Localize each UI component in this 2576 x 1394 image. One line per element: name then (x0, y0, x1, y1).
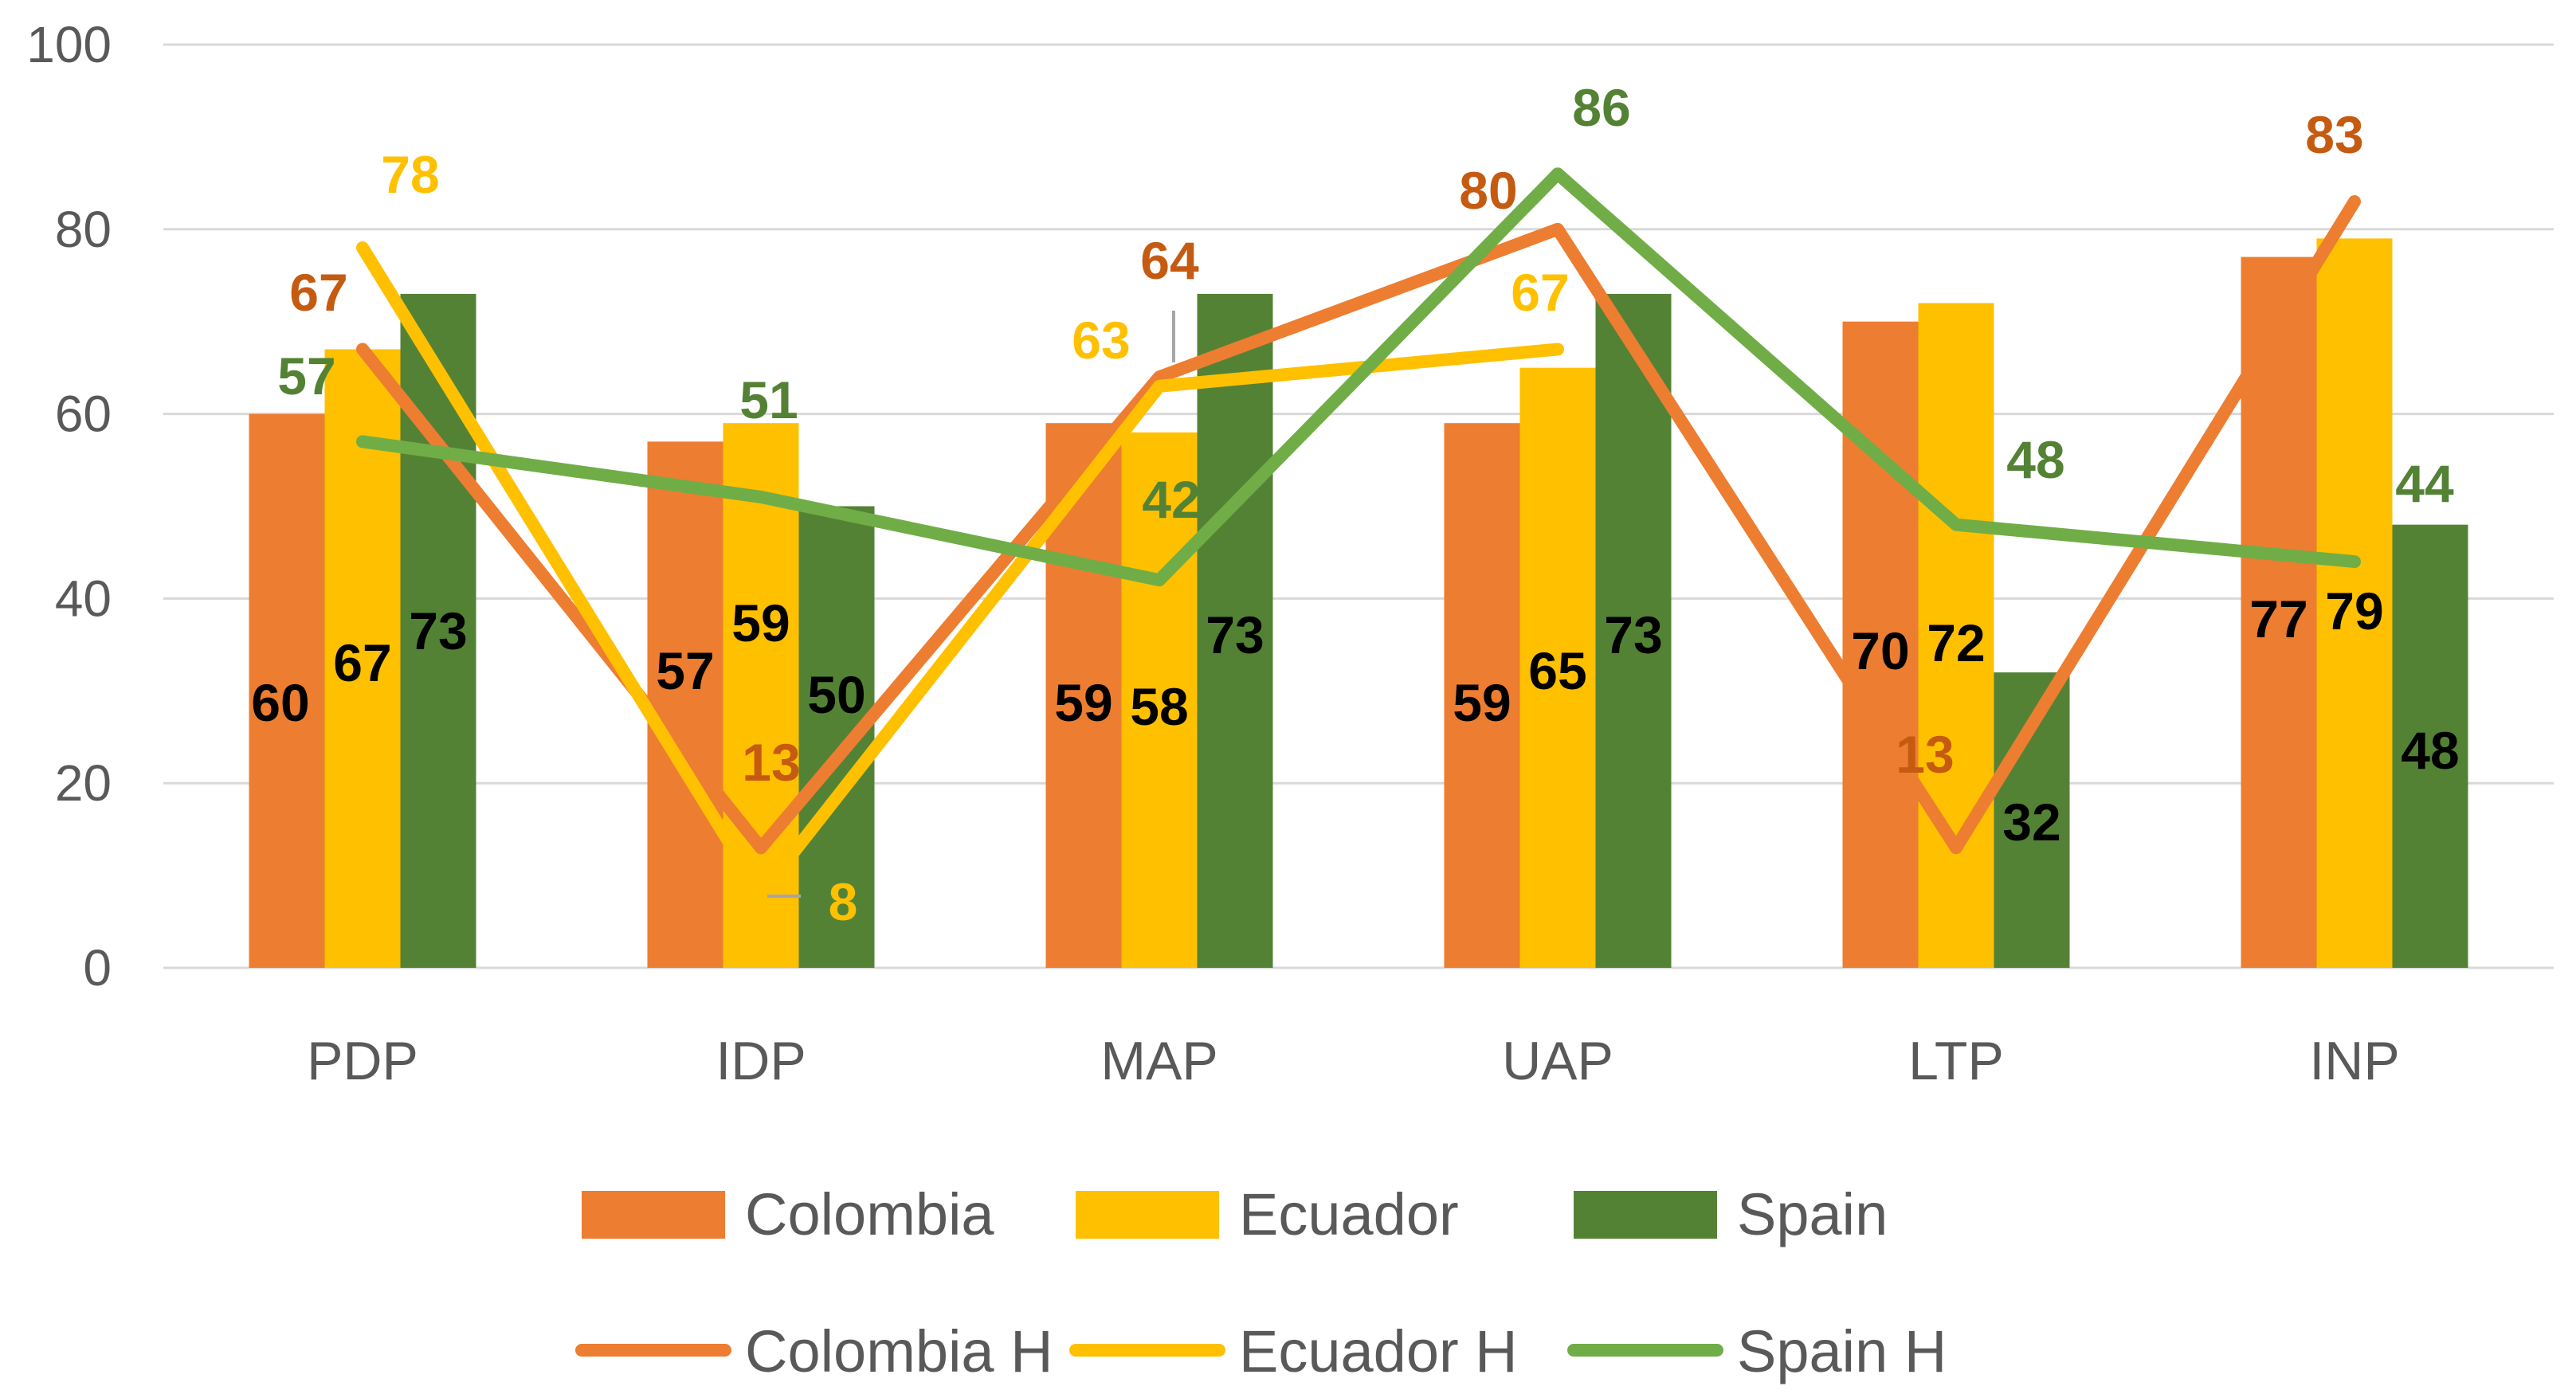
y-tick-label-100: 100 (26, 16, 112, 73)
x-category-label-pdp: PDP (307, 1031, 418, 1091)
label-ecuador-idp: 59 (731, 593, 790, 652)
label-ecuador-h-uap: 67 (1511, 263, 1569, 322)
label-colombia-inp: 77 (2249, 589, 2307, 648)
label-colombia-uap: 59 (1453, 673, 1511, 732)
line-ecuador-h (356, 241, 1564, 901)
label-colombia-map: 59 (1054, 673, 1112, 732)
bar-ecuador-map (1121, 432, 1198, 968)
bars (249, 238, 2468, 969)
legend-label-colombia: Colombia (745, 1181, 994, 1247)
x-category-label-ltp: LTP (1908, 1031, 2004, 1091)
bar-colombia-uap (1444, 423, 1520, 968)
legend-label-spain: Spain (1737, 1181, 1888, 1247)
label-ecuador-h-pdp: 78 (381, 145, 439, 204)
label-colombia-ltp: 70 (1851, 621, 1909, 680)
bar-ecuador-idp (723, 423, 799, 968)
label-ecuador-h-idp: 8 (829, 872, 858, 931)
label-colombia-pdp: 60 (251, 673, 309, 732)
line-spain-h (356, 167, 2361, 587)
bar-ecuador-ltp (1918, 303, 1994, 968)
legend-label-colombia-h: Colombia H (745, 1318, 1053, 1384)
label-spain-h-idp: 51 (739, 370, 798, 429)
bar-ecuador-inp (2316, 238, 2393, 968)
legend-label-ecuador-h: Ecuador H (1239, 1318, 1518, 1384)
label-spain-idp: 50 (807, 665, 865, 724)
label-spain-h-ltp: 48 (2006, 430, 2064, 489)
label-ecuador-map: 58 (1130, 677, 1188, 736)
bar-spain-uap (1595, 293, 1672, 968)
y-axis-ticks: 0 20 40 60 80 100 (26, 16, 112, 997)
label-spain-h-map: 42 (1142, 470, 1200, 529)
label-colombia-h-uap: 80 (1459, 161, 1517, 220)
label-ecuador-pdp: 67 (333, 633, 391, 692)
legend-swatch-ecuador (1076, 1191, 1219, 1239)
y-tick-label-0: 0 (83, 939, 112, 997)
label-spain-h-pdp: 57 (277, 347, 335, 405)
label-colombia-h-pdp: 67 (289, 263, 347, 322)
bar-spain-inp (2392, 524, 2468, 968)
data-labels: 60 57 59 59 70 77 67 59 58 65 72 79 73 50 73 73 32 48 67 13… (251, 78, 2459, 931)
label-colombia-h-map: 64 (1140, 231, 1199, 290)
line-colombia-h (356, 195, 2361, 855)
label-ecuador-ltp: 72 (1927, 613, 1985, 672)
bar-ecuador-uap (1519, 367, 1596, 968)
label-ecuador-inp: 79 (2325, 581, 2383, 640)
legend: Colombia Ecuador Spain Colombia H Ecuador H S… (575, 1181, 1947, 1384)
legend-swatch-colombia (582, 1191, 725, 1239)
bar-colombia-pdp (249, 413, 325, 968)
label-colombia-h-ltp: 13 (1896, 725, 1954, 784)
x-category-label-uap: UAP (1502, 1031, 1613, 1091)
label-spain-h-inp: 44 (2395, 454, 2454, 513)
label-colombia-h-inp: 83 (2305, 105, 2363, 164)
label-spain-ltp: 32 (2002, 793, 2060, 852)
label-colombia-idp: 57 (656, 641, 714, 700)
y-tick-label-80: 80 (55, 201, 112, 258)
legend-label-spain-h: Spain H (1737, 1318, 1947, 1384)
label-spain-pdp: 73 (409, 601, 467, 660)
label-spain-map: 73 (1206, 605, 1264, 664)
x-axis-categories: PDP IDP MAP UAP LTP INP (307, 1031, 2400, 1091)
bar-spain-map (1197, 293, 1273, 968)
bar-colombia-idp (647, 441, 723, 968)
label-ecuador-h-map: 63 (1072, 311, 1130, 370)
lines (356, 167, 2361, 901)
x-category-label-idp: IDP (716, 1031, 806, 1091)
label-spain-h-uap: 86 (1572, 78, 1630, 137)
x-category-label-inp: INP (2309, 1031, 2399, 1091)
legend-swatch-spain (1574, 1191, 1717, 1239)
x-category-label-map: MAP (1100, 1031, 1217, 1091)
y-tick-label-40: 40 (55, 570, 112, 627)
label-ecuador-uap: 65 (1528, 641, 1586, 700)
label-spain-inp: 48 (2401, 721, 2459, 780)
label-colombia-h-idp: 13 (742, 733, 800, 792)
y-tick-label-60: 60 (55, 386, 112, 443)
label-spain-uap: 73 (1604, 605, 1662, 664)
y-tick-label-20: 20 (55, 754, 112, 812)
bar-ecuador-pdp (324, 349, 401, 969)
legend-label-ecuador: Ecuador (1239, 1181, 1459, 1247)
